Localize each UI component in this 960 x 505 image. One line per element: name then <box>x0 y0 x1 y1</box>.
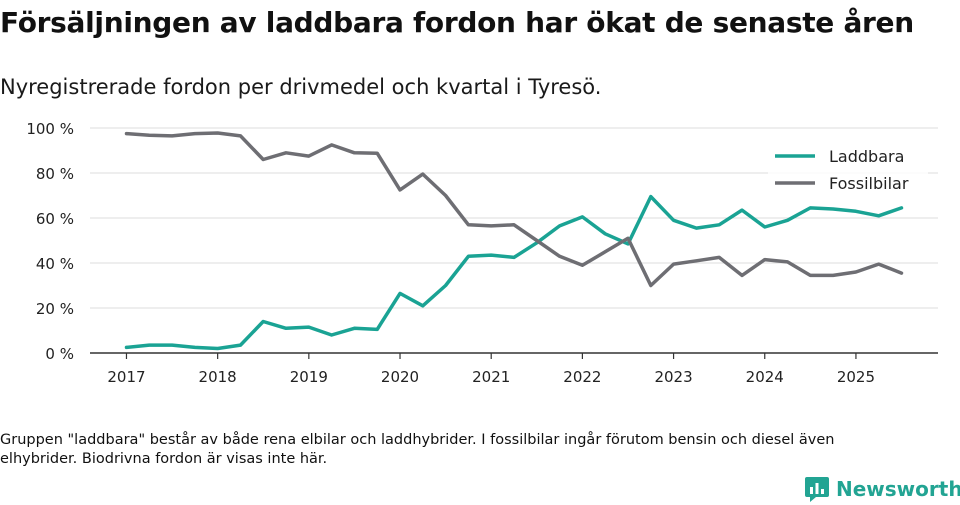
y-tick-label: 20 % <box>36 300 74 318</box>
x-tick-label: 2022 <box>563 368 601 386</box>
y-tick-label: 100 % <box>26 120 74 138</box>
y-axis-ticks: 0 % 20 % 40 % 60 % 80 % 100 % <box>26 120 74 363</box>
brand-name: Newsworthy <box>836 477 960 501</box>
y-tick-label: 80 % <box>36 165 74 183</box>
brand-logo[interactable]: Newsworthy <box>804 474 960 504</box>
newsworthy-logo-icon <box>805 477 829 502</box>
line-chart: 0 % 20 % 40 % 60 % 80 % 100 % 2017 2018 2019 202… <box>26 120 938 386</box>
x-tick-label: 2020 <box>381 368 419 386</box>
y-tick-label: 0 % <box>45 345 74 363</box>
series-line-laddbara <box>124 194 904 351</box>
legend-label-fossilbilar: Fossilbilar <box>829 174 909 193</box>
x-tick-label: 2021 <box>472 368 510 386</box>
x-tick-label: 2025 <box>837 368 875 386</box>
x-tick-label: 2017 <box>107 368 145 386</box>
chart-subtitle: Nyregistrerade fordon per drivmedel och … <box>0 75 602 99</box>
x-axis: 2017 2018 2019 2020 2021 2022 2023 2024 2025 <box>90 352 938 386</box>
chart-title: Försäljningen av laddbara fordon har öka… <box>0 6 914 39</box>
series-lines <box>124 131 904 351</box>
x-tick-label: 2024 <box>746 368 784 386</box>
x-tick-label: 2019 <box>290 368 328 386</box>
y-tick-label: 60 % <box>36 210 74 228</box>
legend: Laddbara Fossilbilar <box>768 143 928 196</box>
x-tick-label: 2018 <box>199 368 237 386</box>
series-line-fossilbilar <box>124 131 904 288</box>
x-tick-label: 2023 <box>654 368 692 386</box>
legend-label-laddbara: Laddbara <box>829 147 904 166</box>
footnote: Gruppen "laddbara" består av både rena e… <box>0 432 835 467</box>
y-tick-label: 40 % <box>36 255 74 273</box>
